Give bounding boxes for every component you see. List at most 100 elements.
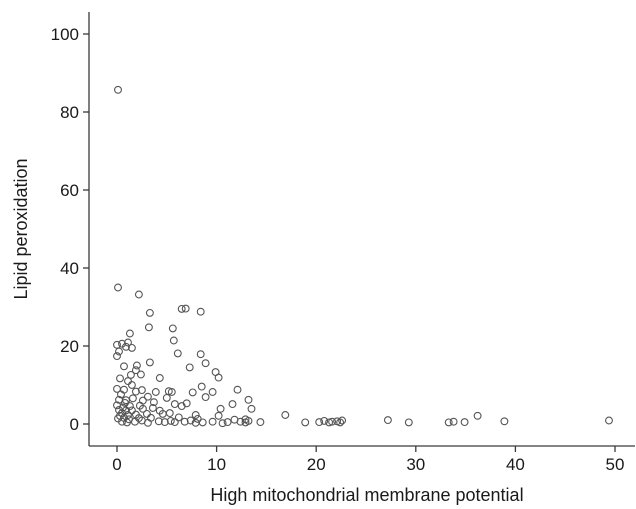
data-point xyxy=(605,416,613,425)
data-point xyxy=(196,350,205,359)
data-point xyxy=(125,402,134,411)
y-tick-label: 80 xyxy=(60,103,79,122)
data-point xyxy=(383,416,392,425)
data-point xyxy=(328,417,337,426)
data-point xyxy=(118,417,126,426)
data-point xyxy=(338,416,347,425)
x-axis-title: High mitochondrial membrane potential xyxy=(210,485,523,505)
data-point xyxy=(145,308,154,317)
data-point xyxy=(146,413,155,422)
data-point xyxy=(247,404,256,413)
data-point xyxy=(127,343,136,352)
data-point xyxy=(404,418,413,427)
y-tick-label: 0 xyxy=(70,415,79,434)
data-point xyxy=(223,418,232,427)
data-point xyxy=(149,398,158,407)
data-point xyxy=(115,347,123,356)
data-point xyxy=(473,411,482,420)
x-tick-label: 10 xyxy=(207,455,226,474)
data-point xyxy=(166,416,175,425)
data-point xyxy=(233,385,242,394)
data-point xyxy=(162,393,171,402)
y-tick-label: 60 xyxy=(60,181,79,200)
x-tick-label: 0 xyxy=(112,455,121,474)
data-point xyxy=(131,366,140,375)
data-point xyxy=(127,381,136,389)
data-point xyxy=(244,395,253,404)
data-point xyxy=(165,409,174,418)
data-point xyxy=(444,418,453,427)
data-point xyxy=(256,418,265,427)
data-point xyxy=(160,418,169,427)
data-point xyxy=(142,409,151,418)
data-point xyxy=(191,411,200,419)
data-point xyxy=(124,338,132,347)
data-point xyxy=(155,374,164,382)
data-point xyxy=(127,406,136,415)
data-point xyxy=(198,418,207,427)
data-point xyxy=(180,417,189,426)
data-point xyxy=(320,416,329,425)
data-point xyxy=(197,382,206,391)
data-point xyxy=(168,324,177,333)
data-point xyxy=(177,304,186,313)
data-point xyxy=(117,390,125,399)
data-point xyxy=(124,411,132,419)
data-point xyxy=(500,417,509,426)
data-point xyxy=(138,404,147,413)
x-axis-ticks: 0 10 20 30 40 50 xyxy=(112,446,624,474)
data-point xyxy=(145,358,154,367)
data-point xyxy=(116,374,124,383)
data-point xyxy=(114,283,122,292)
data-point xyxy=(181,304,190,313)
data-point xyxy=(236,417,245,426)
y-tick-label: 100 xyxy=(51,25,79,44)
data-point xyxy=(143,418,152,427)
data-point xyxy=(336,418,345,427)
data-point xyxy=(122,406,130,415)
data-point xyxy=(134,290,143,299)
data-point xyxy=(214,373,223,382)
data-point xyxy=(154,417,163,426)
data-point xyxy=(151,388,160,396)
data-point xyxy=(315,418,324,427)
x-tick-label: 50 xyxy=(606,455,625,474)
data-point xyxy=(144,323,153,332)
data-point xyxy=(113,352,121,361)
x-tick-label: 40 xyxy=(506,455,525,474)
data-point xyxy=(124,377,132,386)
data-point xyxy=(138,396,147,405)
data-point xyxy=(281,411,290,419)
data-point xyxy=(201,393,210,402)
data-point xyxy=(137,386,146,395)
y-tick-label: 40 xyxy=(60,259,79,278)
data-point xyxy=(214,411,223,420)
data-point xyxy=(170,418,179,427)
data-point xyxy=(208,417,217,426)
data-point xyxy=(216,404,225,413)
data-point xyxy=(208,388,217,396)
data-point xyxy=(449,417,458,426)
y-axis-ticks: 0 20 40 60 80 100 xyxy=(51,25,89,434)
data-point xyxy=(460,418,469,427)
y-tick-label: 20 xyxy=(60,337,79,356)
y-axis-title: Lipid peroxidation xyxy=(11,158,31,299)
data-point xyxy=(122,342,130,351)
data-point xyxy=(148,404,157,412)
data-point xyxy=(301,418,310,427)
data-point xyxy=(126,370,135,379)
data-point xyxy=(228,400,237,409)
data-point xyxy=(186,416,195,425)
data-point xyxy=(132,361,141,370)
data-point xyxy=(167,388,176,396)
data-point xyxy=(325,418,334,427)
data-point xyxy=(188,388,197,397)
data-point xyxy=(177,402,186,411)
data-point xyxy=(196,307,205,316)
data-point xyxy=(201,359,210,368)
data-point xyxy=(136,370,145,379)
data-point xyxy=(114,85,122,94)
x-tick-label: 20 xyxy=(307,455,326,474)
data-point xyxy=(125,329,134,338)
